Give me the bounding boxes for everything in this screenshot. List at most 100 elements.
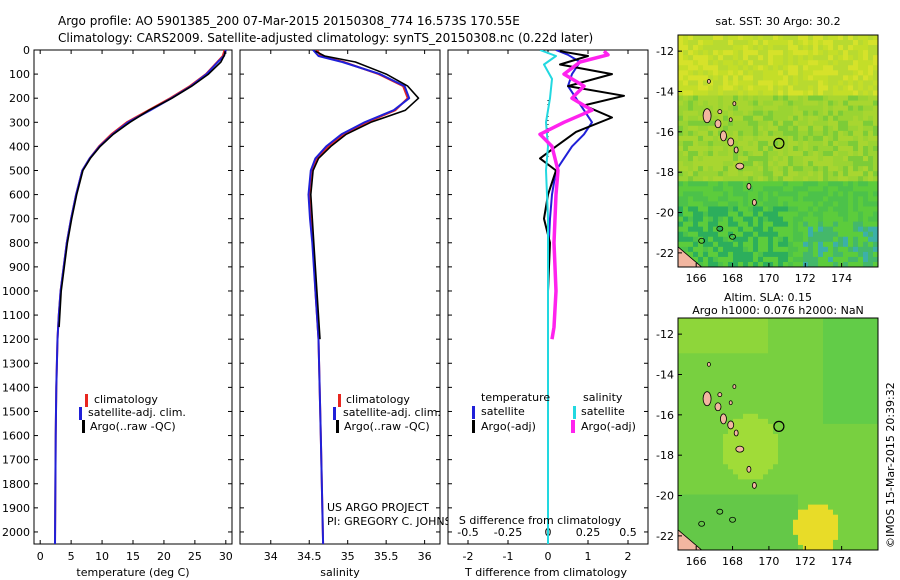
heatmap-cell [718,70,724,76]
heatmap-cell [678,140,684,147]
heatmap-cell [858,181,864,187]
heatmap-cell [738,333,744,339]
heatmap-cell [728,151,734,157]
heatmap-cell [848,318,854,324]
heatmap-cell [823,459,829,465]
heatmap-cell [703,65,709,71]
heatmap-cell [713,333,719,339]
heatmap-cell [763,494,769,501]
heatmap-cell [698,110,704,117]
heatmap-cell [783,459,789,465]
heatmap-cell [763,125,769,132]
heatmap-cell [838,474,844,480]
heatmap-cell [763,534,769,541]
heatmap-cell [788,206,794,213]
heatmap-cell [853,231,859,238]
heatmap-cell [688,333,694,339]
heatmap-cell [803,363,809,370]
heatmap-cell [783,338,789,344]
heatmap-cell [768,251,774,258]
heatmap-cell [743,151,749,157]
heatmap-cell [768,494,774,501]
heatmap-cell [813,403,819,410]
heatmap-cell [833,423,839,430]
heatmap-cell [718,408,724,415]
heatmap-cell [843,75,849,81]
heatmap-cell [713,251,719,258]
heatmap-cell [728,181,734,187]
heatmap-cell [853,246,859,253]
heatmap-cell [763,544,769,550]
heatmap-cell [693,246,699,253]
heatmap-cell [843,353,849,359]
heatmap-cell [688,378,694,385]
heatmap-cell [828,469,834,475]
heatmap-cell [773,449,779,455]
heatmap-cell [683,464,689,470]
heatmap-cell [783,469,789,475]
heatmap-cell [828,120,834,127]
heatmap-cell [873,368,878,375]
heatmap-cell [758,125,764,132]
heatmap-cell [703,353,709,359]
heatmap-cell [698,251,704,258]
heatmap-cell [848,524,854,531]
heatmap-cell [678,166,684,172]
heatmap-cell [678,211,684,218]
heatmap-cell [808,544,814,550]
heatmap-cell [813,45,819,51]
heatmap-cell [738,509,744,516]
heatmap-cell [853,378,859,385]
heatmap-cell [853,156,859,162]
heatmap-cell [773,534,779,541]
heatmap-cell [708,35,714,41]
heatmap-cell [803,85,809,92]
heatmap-cell [833,236,839,243]
heatmap-cell [793,166,799,172]
heatmap-cell [758,151,764,157]
heatmap-cell [813,206,819,213]
heatmap-cell [818,256,824,263]
heatmap-cell [828,474,834,480]
heatmap-cell [768,449,774,455]
heatmap-cell [698,363,704,370]
heatmap-cell [723,474,729,480]
heatmap-cell [743,55,749,61]
heatmap-cell [838,444,844,450]
heatmap-cell [718,398,724,405]
heatmap-cell [858,95,864,102]
heatmap-cell [798,469,804,475]
heatmap-cell [873,75,878,81]
heatmap-cell [688,186,694,192]
heatmap-cell [703,418,709,425]
heatmap-cell [743,539,749,546]
heatmap-cell [688,358,694,364]
heatmap-cell [718,95,724,102]
heatmap-cell [703,226,709,233]
heatmap-cell [818,85,824,92]
heatmap-cell [733,115,739,122]
heatmap-cell [798,539,804,546]
heatmap-cell [873,110,878,117]
heatmap-cell [713,459,719,465]
heatmap-cell [873,434,878,440]
heatmap-cell [838,509,844,516]
heatmap-cell [698,474,704,480]
heatmap-cell [818,110,824,117]
heatmap-cell [768,156,774,162]
heatmap-cell [683,393,689,400]
heatmap-cell [798,85,804,92]
heatmap-cell [693,408,699,415]
heatmap-cell [693,115,699,122]
heatmap-cell [773,196,779,203]
heatmap-cell [808,100,814,107]
heatmap-cell [688,95,694,102]
heatmap-cell [728,130,734,137]
heatmap-cell [828,393,834,400]
heatmap-cell [693,529,699,536]
heatmap-cell [763,398,769,405]
heatmap-cell [703,246,709,253]
heatmap-cell [743,95,749,102]
heatmap-cell [853,115,859,122]
heatmap-cell [698,166,704,172]
